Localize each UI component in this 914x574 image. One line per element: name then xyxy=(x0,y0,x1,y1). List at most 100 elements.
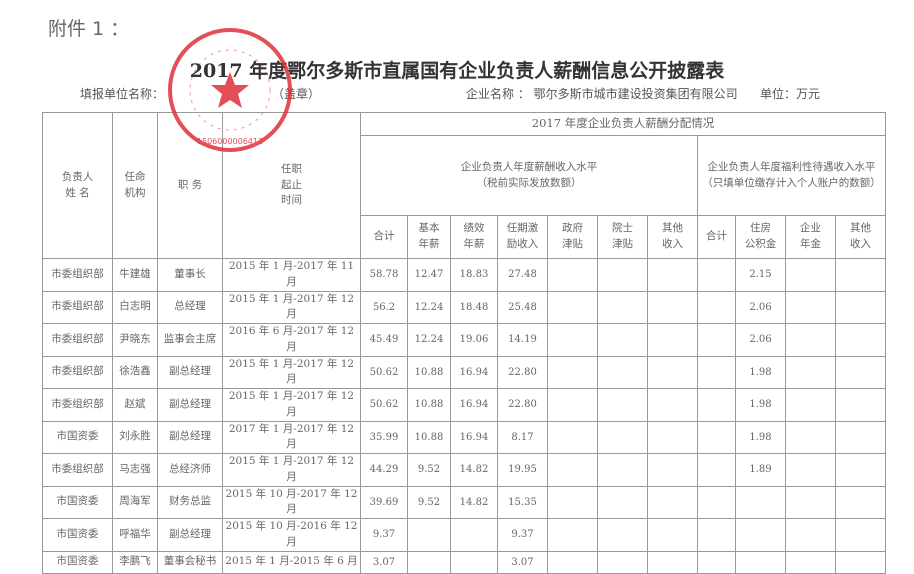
table-cell: 2015 年 1 月-2017 年 12 月 xyxy=(222,290,361,324)
table-cell: 56.2 xyxy=(360,290,408,324)
table-cell xyxy=(647,258,698,292)
header-welfare-col: 企业 年金 xyxy=(785,215,836,259)
table-cell: 10.88 xyxy=(407,420,451,454)
table-cell xyxy=(597,518,648,552)
table-cell: 22.80 xyxy=(497,355,548,389)
table-cell xyxy=(647,388,698,422)
table-cell: 2017 年 1 月-2017 年 12 月 xyxy=(222,420,361,454)
table-cell xyxy=(597,388,648,422)
table-cell: 9.52 xyxy=(407,453,451,487)
table-cell xyxy=(835,485,886,519)
table-cell: 16.94 xyxy=(450,420,498,454)
table-row: 市委组织部 白志明 总经理 2015 年 1 月-2017 年 12 月 56.2 12.… xyxy=(42,290,886,324)
table-row: 市委组织部 徐浩鑫 副总经理 2015 年 1 月-2017 年 12 月 50.62 1… xyxy=(42,355,886,389)
header-group: 2017 年度企业负责人薪酬分配情况 xyxy=(360,112,886,136)
table-cell: 1.89 xyxy=(735,453,786,487)
table-cell: 刘永胜 xyxy=(112,420,158,454)
table-cell: 1.98 xyxy=(735,388,786,422)
table-cell: 58.78 xyxy=(360,258,408,292)
table-cell xyxy=(785,550,836,574)
table-cell: 周海军 xyxy=(112,485,158,519)
table-cell: 市国资委 xyxy=(42,518,113,552)
table-cell: 呼福华 xyxy=(112,518,158,552)
table-cell: 2016 年 6 月-2017 年 12 月 xyxy=(222,323,361,357)
table-cell: 2015 年 10 月-2016 年 12 月 xyxy=(222,518,361,552)
table-cell: 22.80 xyxy=(497,388,548,422)
table-cell: 9.52 xyxy=(407,485,451,519)
table-cell: 25.48 xyxy=(497,290,548,324)
table-cell: 14.19 xyxy=(497,323,548,357)
table-cell: 总经济师 xyxy=(157,453,223,487)
table-cell xyxy=(785,453,836,487)
table-cell xyxy=(785,420,836,454)
table-cell: 副总经理 xyxy=(157,518,223,552)
table-cell: 3.07 xyxy=(360,550,408,574)
table-cell: 3.07 xyxy=(497,550,548,574)
page-title: 2017 年度鄂尔多斯市直属国有企业负责人薪酬信息公开披露表 xyxy=(189,60,725,82)
table-cell xyxy=(547,323,598,357)
table-cell xyxy=(597,355,648,389)
table-row: 市国资委 李鹏飞 董事会秘书 2015 年 1 月-2015 年 6 月 3.07 3.0… xyxy=(42,550,886,574)
table-cell xyxy=(785,388,836,422)
table-row: 市国资委 刘永胜 副总经理 2017 年 1 月-2017 年 12 月 35.99 10… xyxy=(42,420,886,454)
table-cell xyxy=(697,290,736,324)
table-cell xyxy=(835,420,886,454)
table-cell: 14.82 xyxy=(450,453,498,487)
company-info: 企业名称 ： 鄂尔多斯市城市建设投资集团有限公司 xyxy=(466,85,738,102)
table-cell: 总经理 xyxy=(157,290,223,324)
table-cell: 9.37 xyxy=(360,518,408,552)
header-salary-col: 政府 津贴 xyxy=(547,215,598,259)
table-cell xyxy=(835,453,886,487)
table-cell: 9.37 xyxy=(497,518,548,552)
seal-note: （盖章） xyxy=(272,87,321,101)
company-name: 鄂尔多斯市城市建设投资集团有限公司 xyxy=(533,87,738,101)
table-cell: 2015 年 1 月-2017 年 12 月 xyxy=(222,355,361,389)
table-cell xyxy=(835,258,886,292)
table-cell xyxy=(450,550,498,574)
table-cell: 27.48 xyxy=(497,258,548,292)
table-cell: 市委组织部 xyxy=(42,388,113,422)
table-cell xyxy=(835,518,886,552)
table-cell xyxy=(597,258,648,292)
table-cell: 市委组织部 xyxy=(42,258,113,292)
table-cell xyxy=(835,323,886,357)
table-cell xyxy=(835,388,886,422)
header-salary-col: 任期激 励收入 xyxy=(497,215,548,259)
table-cell xyxy=(547,453,598,487)
table-row: 市国资委 周海军 财务总监 2015 年 10 月-2017 年 12 月 39.69 9… xyxy=(42,485,886,519)
table-cell: 2015 年 10 月-2017 年 12 月 xyxy=(222,485,361,519)
header-salary-col: 合计 xyxy=(360,215,408,259)
table-row: 市委组织部 马志强 总经济师 2015 年 1 月-2017 年 12 月 44.29 9… xyxy=(42,453,886,487)
table-cell: 董事长 xyxy=(157,258,223,292)
table-cell xyxy=(785,290,836,324)
table-cell: 牛建雄 xyxy=(112,258,158,292)
table-cell: 财务总监 xyxy=(157,485,223,519)
star-icon xyxy=(211,72,249,108)
table-cell: 2.06 xyxy=(735,323,786,357)
stamp-number: 1506000006412 xyxy=(197,137,263,146)
table-cell: 2.06 xyxy=(735,290,786,324)
table-cell xyxy=(547,290,598,324)
table-cell: 副总经理 xyxy=(157,388,223,422)
table-cell xyxy=(647,550,698,574)
table-cell xyxy=(697,323,736,357)
table-cell xyxy=(547,388,598,422)
salary-group-title: 企业负责人年度薪酬收入水平 xyxy=(460,160,598,173)
table-cell: 44.29 xyxy=(360,453,408,487)
table-cell: 18.83 xyxy=(450,258,498,292)
header-term: 任职 起止 时间 xyxy=(222,112,361,259)
table-cell: 18.48 xyxy=(450,290,498,324)
table-cell: 50.62 xyxy=(360,355,408,389)
table-cell: 2015 年 1 月-2017 年 11 月 xyxy=(222,258,361,292)
table-cell: 39.69 xyxy=(360,485,408,519)
table-cell: 16.94 xyxy=(450,388,498,422)
table-cell: 监事会主席 xyxy=(157,323,223,357)
table-cell: 10.88 xyxy=(407,355,451,389)
table-cell: 50.62 xyxy=(360,388,408,422)
table-cell xyxy=(450,518,498,552)
table-cell: 2015 年 1 月-2017 年 12 月 xyxy=(222,453,361,487)
header-welfare-group: 企业负责人年度福利性待遇收入水平 （只填单位缴存计入个人账户的数额） xyxy=(697,135,886,216)
header-salary-col: 其他 收入 xyxy=(647,215,698,259)
table-cell: 董事会秘书 xyxy=(157,550,223,574)
table-cell xyxy=(597,290,648,324)
